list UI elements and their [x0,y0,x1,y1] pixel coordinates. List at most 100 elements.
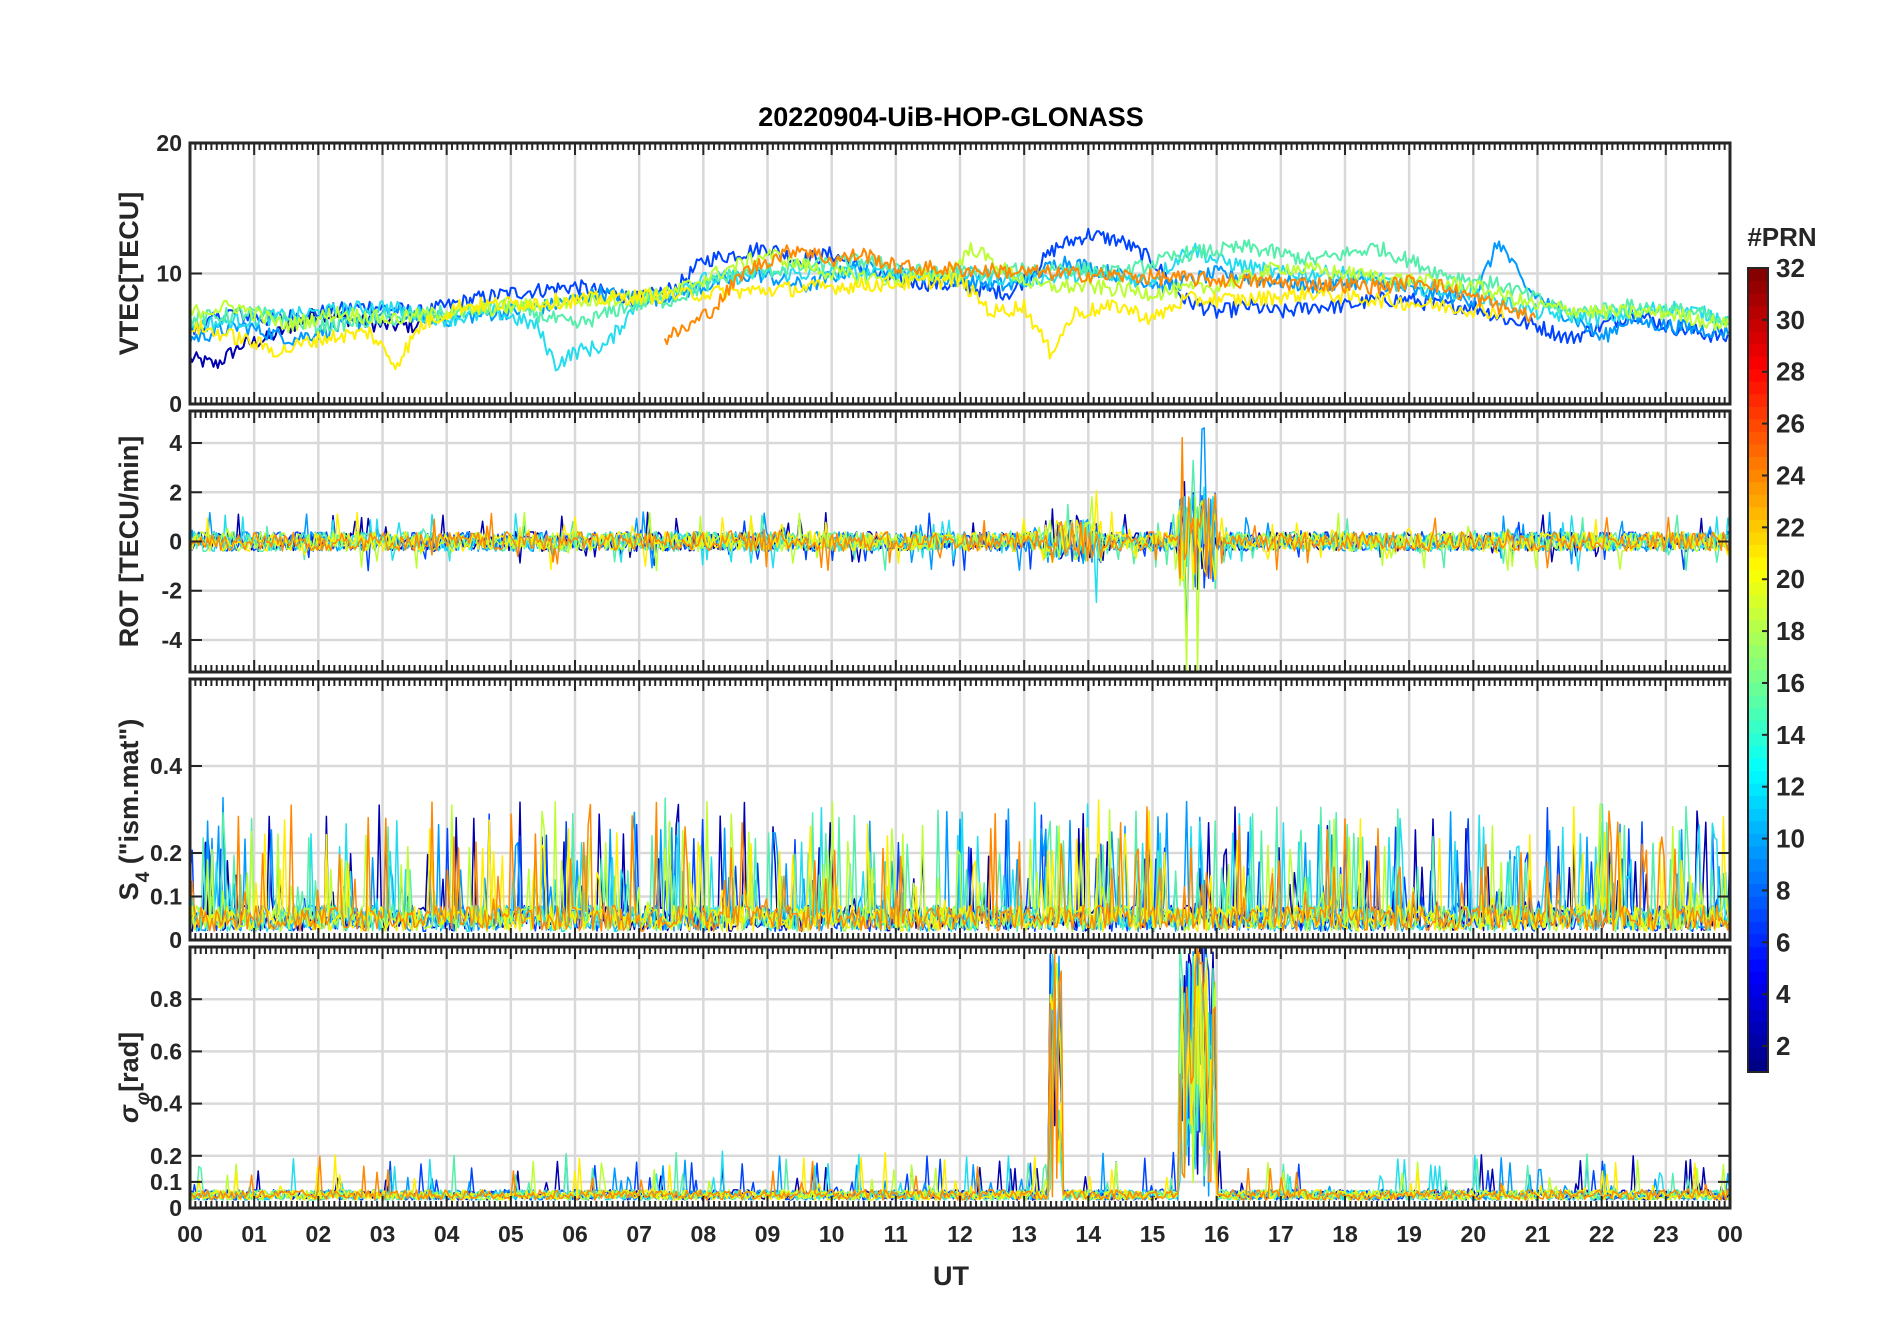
x-tick-label: 20 [1461,1221,1487,1247]
colorbar-swatch [1748,984,1768,998]
x-tick-label: 15 [1140,1221,1166,1247]
colorbar-swatch [1748,896,1768,910]
series-line-prn-18 [189,242,1729,334]
x-tick-label: 07 [626,1221,652,1247]
x-axis-label: UT [933,1261,969,1291]
colorbar-swatch [1748,757,1768,772]
colorbar-tick-label: 2 [1776,1031,1790,1061]
x-tick-label: 18 [1332,1221,1358,1247]
colorbar-swatch [1748,519,1768,533]
colorbar-swatch [1748,858,1768,872]
panel-vtec: 0 10 20 VTEC[TECU] [114,130,1732,417]
colorbar-swatch [1748,921,1768,935]
colorbar-swatch [1748,644,1768,659]
x-tick-label: 21 [1525,1221,1551,1247]
x-tick-label: 12 [947,1221,973,1247]
colorbar-tick-label: 6 [1776,927,1790,957]
y-axis-label-s4: S4 ("ism.mat") [114,719,154,901]
y-tick-label: 4 [169,430,182,456]
colorbar-swatch [1748,1009,1768,1023]
colorbar-swatch [1748,908,1768,922]
colorbar-swatch [1748,393,1768,407]
colorbar-swatch [1748,268,1768,282]
colorbar-swatch [1748,456,1768,470]
colorbar-swatch [1748,933,1768,947]
panel-sigma: 00.10.2 0.4 0.6 0.8 σφ[rad] [114,945,1732,1221]
y-tick-label: 0 [169,391,182,417]
series-line-rot-6 [189,490,1731,582]
colorbar-swatch [1748,280,1768,294]
colorbar-tick-label: 20 [1776,564,1805,594]
colorbar-swatch [1748,443,1768,458]
colorbar-swatch [1748,1046,1768,1061]
colorbar-swatch [1748,1059,1768,1073]
colorbar-swatch [1748,745,1768,759]
colorbar-swatch [1748,770,1768,784]
series-line-prn-23 [663,244,1537,346]
colorbar-tick-label: 30 [1776,305,1805,335]
y-tick-label: 0 [169,927,182,953]
panel-rot: -4 -2 0 2 4 ROT [TECU/min] [114,409,1732,674]
colorbar-tick-label: 16 [1776,668,1805,698]
colorbar-tick-label: 32 [1776,253,1805,283]
y-tick-label: 0.6 [150,1038,182,1064]
colorbar-swatch [1748,833,1768,847]
colorbar-swatch [1748,996,1768,1010]
y-tick-label: 0.4 [150,753,182,779]
colorbar-swatch [1748,795,1768,809]
colorbar-swatch [1748,418,1768,432]
colorbar-tick-label: 12 [1776,772,1805,802]
colorbar-swatch [1748,707,1768,721]
y-tick-label: 0.4 [150,1091,182,1117]
colorbar-swatch [1748,293,1768,307]
x-tick-label: 03 [370,1221,396,1247]
colorbar-swatch [1748,318,1768,332]
x-tick-label: 17 [1268,1221,1294,1247]
y-axis-label-vtec: VTEC[TECU] [114,192,144,356]
colorbar-swatch [1748,343,1768,357]
x-tick-label: 05 [498,1221,524,1247]
colorbar-swatch [1748,720,1768,734]
y-tick-label: 0.1 [150,884,182,910]
colorbar-swatch [1748,670,1768,684]
chart-title: 20220904-UiB-HOP-GLONASS [758,102,1144,132]
colorbar-tick-label: 10 [1776,824,1805,854]
colorbar-swatch [1748,971,1768,985]
y-axis-label-rot: ROT [TECU/min] [114,436,144,647]
colorbar-tick-label: 24 [1776,460,1805,490]
colorbar-swatch [1748,682,1768,696]
y-axis-label-sigma: σφ[rad] [114,1032,154,1123]
colorbar-tick-label: 28 [1776,357,1805,387]
x-tick-label: 00 [1717,1221,1743,1247]
series-line-sigma-7 [189,946,1731,1201]
colorbar-swatch [1748,569,1768,583]
colorbar-swatch [1748,355,1768,370]
colorbar-swatch [1748,619,1768,633]
series-line-s4-6 [189,799,1731,933]
colorbar-swatch [1748,632,1768,646]
y-tick-label: 2 [169,479,182,505]
x-tick-label: 06 [562,1221,588,1247]
colorbar-tick-label: 18 [1776,616,1805,646]
y-tick-label: 0.2 [150,840,182,866]
y-tick-label: 0 [169,529,182,555]
series-line-s4-7 [189,801,1731,932]
colorbar-swatch [1748,820,1768,834]
colorbar-swatch [1748,607,1768,621]
y-tick-label: -4 [162,627,183,653]
x-tick-label: 13 [1011,1221,1037,1247]
colorbar-swatch [1748,305,1768,319]
x-tick-label: 01 [241,1221,267,1247]
x-tick-label: 11 [884,1221,909,1247]
colorbar-swatch [1748,871,1768,885]
x-tick-label: 00 [177,1221,203,1247]
colorbar-swatch [1748,556,1768,571]
y-tick-label: 0 [169,1195,182,1221]
x-tick-label: 08 [691,1221,717,1247]
colorbar-swatch [1748,946,1768,960]
colorbar-swatch [1748,531,1768,545]
y-tick-label: 0.2 [150,1143,182,1169]
x-tick-label: 10 [819,1221,845,1247]
colorbar-swatch [1748,845,1768,860]
